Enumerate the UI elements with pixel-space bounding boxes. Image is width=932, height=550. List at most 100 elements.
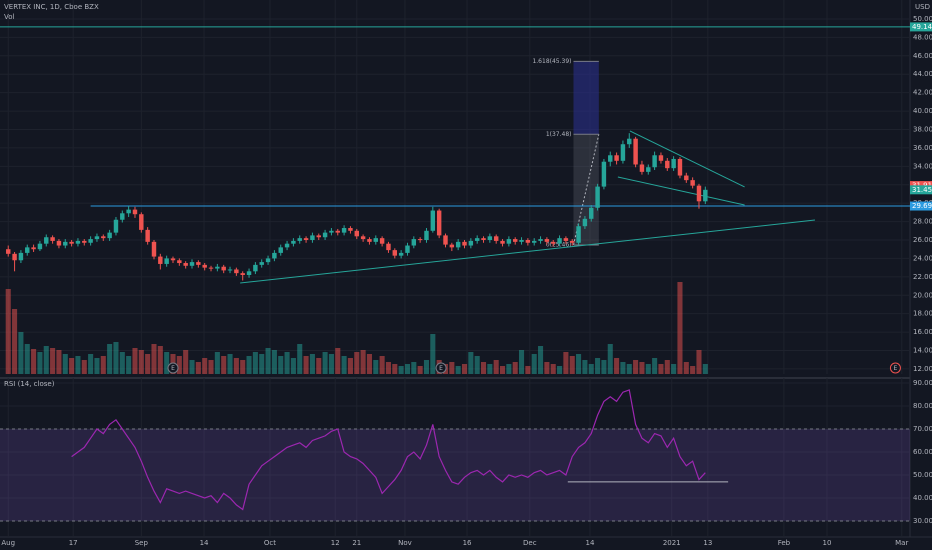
candle-body — [512, 239, 518, 242]
candle-body — [208, 267, 214, 269]
event-marker — [435, 362, 447, 374]
volume-bar — [246, 356, 252, 374]
candle-body — [703, 189, 708, 202]
candle-body — [563, 238, 569, 241]
candle-body — [576, 226, 581, 243]
candle-body — [443, 235, 448, 245]
volume-bar — [550, 364, 556, 374]
x-tick-label: 16 — [463, 539, 472, 547]
candle-body — [18, 252, 24, 261]
volume-bar — [62, 354, 68, 374]
candle-body — [88, 239, 93, 243]
volume-bar — [202, 358, 208, 374]
candle-body — [614, 155, 619, 161]
candle-body — [455, 241, 461, 248]
volume-bar — [151, 344, 157, 374]
volume-bar — [633, 360, 639, 374]
volume-bar — [183, 350, 189, 374]
candle-body — [63, 241, 68, 246]
candle-body — [107, 232, 112, 239]
y-tick-label: 34.00 — [913, 162, 932, 170]
volume-bar — [69, 358, 75, 374]
candle-body — [183, 263, 188, 266]
volume-bar — [132, 348, 138, 374]
chart-title: VERTEX INC, 1D, Cboe BZX — [4, 3, 99, 11]
candle-body — [240, 273, 245, 275]
volume-bar — [671, 364, 677, 374]
candle-body — [430, 210, 436, 231]
candle-body — [525, 240, 531, 243]
candle-body — [690, 180, 695, 186]
y-tick-label: 22.00 — [913, 273, 932, 281]
volume-bar — [519, 350, 525, 374]
volume-bar — [227, 354, 233, 374]
volume-bar — [297, 344, 303, 374]
candle-body — [120, 213, 125, 220]
candle-body — [177, 260, 182, 264]
candle-body — [684, 175, 689, 181]
y-tick-label: 40.00 — [913, 107, 932, 115]
candle-body — [272, 252, 277, 259]
volume-bar — [493, 360, 499, 374]
volume-bar — [499, 366, 506, 374]
volume-bar — [563, 352, 569, 374]
volume-bar — [341, 356, 347, 374]
volume-bar — [88, 354, 94, 374]
volume-bar — [595, 358, 601, 374]
volume-bar — [658, 364, 664, 374]
candle-body — [411, 239, 417, 246]
candle-body — [436, 210, 442, 236]
candle-body — [139, 214, 144, 230]
candle-body — [481, 238, 486, 241]
candle-body — [449, 244, 455, 248]
y-tick-label: 44.00 — [913, 70, 932, 78]
volume-bar — [189, 360, 195, 374]
volume-bar — [284, 352, 290, 374]
candle-body — [56, 240, 62, 246]
candle-body — [196, 262, 201, 265]
candle-body — [259, 262, 264, 265]
volume-bar — [468, 352, 474, 374]
volume-bar — [328, 354, 334, 374]
volume-bar — [113, 342, 119, 374]
candle-body — [544, 239, 550, 242]
currency: USD — [915, 3, 930, 11]
event-label: E — [171, 365, 175, 372]
candle-body — [6, 249, 11, 254]
volume-bar — [423, 360, 430, 374]
candle-body — [341, 228, 347, 233]
volume-bar — [138, 350, 144, 374]
candle-body — [582, 218, 588, 227]
y-tick-label: 46.00 — [913, 52, 932, 60]
candle-body — [278, 247, 283, 253]
candle-body — [297, 238, 302, 241]
x-tick-label: 12 — [331, 539, 340, 547]
y-tick-label: 60.00 — [913, 448, 932, 456]
candle-body — [316, 235, 321, 238]
volume-bar — [126, 356, 132, 374]
candle-body — [82, 240, 87, 243]
candle-body — [487, 236, 493, 241]
fib-label: 1(37.48) — [546, 131, 572, 138]
volume-bar — [417, 366, 423, 374]
candle-body — [113, 219, 119, 233]
candle-body — [265, 258, 271, 263]
x-tick-label: Nov — [398, 539, 412, 547]
x-tick-label: 17 — [69, 539, 78, 547]
candle-body — [322, 232, 328, 238]
volume-bar — [385, 362, 391, 374]
y-tick-label: 50.00 — [913, 15, 932, 23]
candle-body — [519, 240, 524, 242]
volume-bar — [5, 289, 11, 374]
volume-bar — [392, 364, 398, 374]
y-tick-label: 40.00 — [913, 494, 932, 502]
price-label-box — [910, 201, 932, 211]
volume-bar — [601, 360, 607, 374]
volume-bar — [233, 358, 239, 374]
volume-bar — [652, 358, 658, 374]
volume-bar — [626, 364, 632, 374]
volume-bar — [31, 349, 37, 374]
volume-bar — [677, 282, 683, 374]
candle-body — [126, 209, 131, 214]
